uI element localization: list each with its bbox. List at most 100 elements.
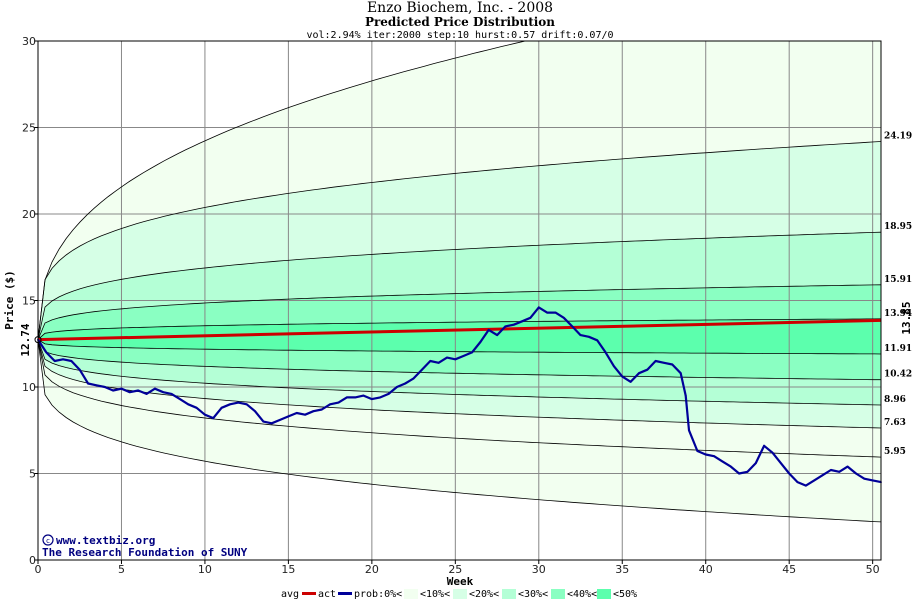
chart-subtitle: Predicted Price Distribution (365, 15, 555, 29)
actual-point (746, 470, 749, 473)
actual-point (229, 403, 231, 406)
chart-title: Enzo Biochem, Inc. - 2008 (367, 0, 553, 16)
actual-point (329, 403, 331, 406)
actual-point (704, 453, 707, 456)
legend-act-label: act (318, 589, 336, 600)
percentile-line-p40_lower (38, 339, 881, 355)
percentile-label: 24.19 (884, 132, 912, 142)
actual-point (671, 363, 674, 366)
credit-url: www.textbiz.org (56, 534, 155, 547)
actual-point (721, 460, 724, 463)
actual-point (838, 470, 841, 473)
actual-point (70, 360, 73, 362)
band-40-50 (38, 318, 881, 354)
y-tick-label: 20 (22, 208, 36, 221)
actual-point (170, 393, 173, 395)
actual-point (738, 472, 740, 475)
actual-point (446, 356, 448, 359)
legend-swatch-20-30 (502, 589, 516, 599)
band-20-30-upper (38, 232, 881, 340)
actual-point (588, 335, 590, 338)
actual-point (345, 396, 348, 399)
actual-point (270, 422, 273, 425)
actual-point (779, 462, 782, 464)
actual-point (529, 316, 532, 319)
actual-point (137, 389, 140, 392)
y-tick-label: 25 (22, 122, 36, 135)
actual-point (454, 358, 457, 361)
actual-point (287, 415, 290, 418)
actual-point (696, 450, 699, 452)
actual-point (763, 444, 765, 447)
actual-point (404, 382, 407, 385)
actual-point (796, 481, 799, 483)
actual-point (821, 474, 824, 477)
actual-point (571, 325, 574, 328)
x-tick-label: 5 (118, 563, 125, 576)
percentile-line-p0_lower (38, 339, 881, 458)
band-10-20-lower (38, 339, 881, 428)
percentile-line-p10_upper (38, 141, 881, 340)
actual-point (579, 334, 582, 336)
actual-point (537, 306, 540, 309)
y-tick-label: 0 (29, 554, 36, 567)
actual-point (78, 368, 81, 371)
probability-bands (38, 41, 881, 522)
legend-avg-swatch (302, 592, 316, 595)
percentile-line-p0_upper (38, 41, 527, 340)
actual-point (429, 360, 432, 362)
actual-point (512, 323, 515, 326)
x-tick-label: 30 (532, 563, 546, 576)
actual-point (684, 394, 687, 397)
actual-point (87, 382, 89, 385)
legend-50-label: <50% (613, 589, 637, 600)
actual-point (337, 401, 340, 404)
actual-point (254, 410, 256, 413)
y-axis-label: Price ($) (3, 270, 16, 330)
actual-point (638, 372, 640, 375)
actual-point (103, 386, 106, 388)
actual-point (62, 358, 64, 361)
actual-point (45, 351, 48, 354)
actual-point (830, 469, 832, 471)
x-tick-label: 45 (782, 563, 796, 576)
actual-point (504, 325, 507, 328)
percentile-label: 18.95 (884, 222, 912, 232)
x-tick-label: 25 (448, 563, 462, 576)
actual-point (562, 316, 565, 319)
band-tail-lower (38, 339, 881, 522)
actual-point (379, 396, 382, 399)
x-axis-label: Week (447, 575, 474, 588)
actual-point (871, 479, 874, 482)
band-0-10-upper (38, 41, 881, 340)
actual-point (688, 429, 690, 432)
actual-point (729, 465, 732, 468)
actual-point (204, 413, 206, 416)
actual-point (371, 398, 373, 400)
y-tick-label: 15 (22, 295, 36, 308)
copyright-icon (42, 534, 54, 546)
actual-point (713, 455, 715, 458)
actual-point (855, 472, 857, 475)
actual-point (679, 372, 682, 375)
legend-avg-label: avg (281, 589, 299, 600)
actual-point (195, 406, 198, 409)
legend-prob-label: prob:0%< (354, 589, 402, 600)
actual-point (629, 380, 632, 383)
actual-point (162, 391, 165, 394)
percentile-label: 7.63 (884, 418, 906, 428)
actual-point (262, 420, 265, 423)
percentile-line-p40_upper (38, 318, 881, 340)
percentile-line-p_min (38, 339, 881, 523)
actual-point (487, 329, 490, 331)
x-tick-label: 10 (198, 563, 212, 576)
legend-swatch-10-20 (453, 589, 467, 599)
grid-lines (38, 41, 881, 560)
actual-point (396, 386, 398, 388)
actual-point (471, 351, 473, 354)
actual-point (154, 387, 156, 390)
actual-point (212, 417, 215, 419)
percentile-label: 15.91 (884, 275, 912, 285)
x-axis-ticks: 0 5 10 15 20 25 30 35 40 45 50 (35, 560, 880, 576)
